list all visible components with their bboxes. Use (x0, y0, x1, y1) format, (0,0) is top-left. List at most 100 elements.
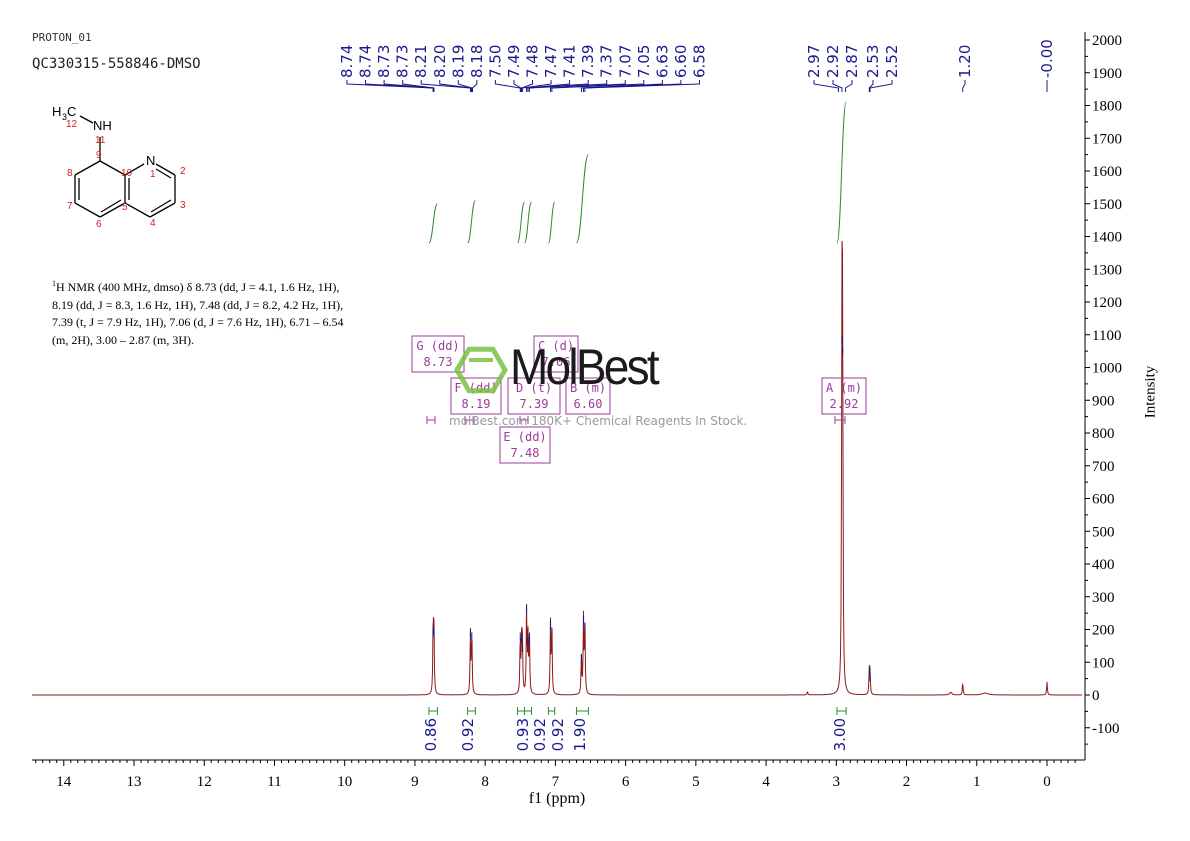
peak-shift-label: 2.53 (864, 45, 882, 78)
peak-leader-line (473, 80, 477, 92)
y-tick-label: 1600 (1092, 164, 1122, 180)
peak-shift-label: 2.52 (883, 45, 901, 78)
peak-shift-label: 2.97 (805, 45, 823, 78)
peak-shift-label: 8.73 (375, 45, 393, 78)
y-tick-label: 300 (1092, 590, 1115, 606)
y-tick-label: 1300 (1092, 262, 1122, 278)
multiplet-id: E (dd) (503, 430, 546, 444)
peak-shift-label: 7.47 (542, 45, 560, 78)
atom-number: 11 (95, 135, 106, 146)
y-tick-label: 1000 (1092, 361, 1122, 377)
y-tick-label: 400 (1092, 557, 1115, 573)
peak-shift-label: 6.60 (672, 45, 690, 78)
peak-shift-label: 8.21 (412, 45, 430, 78)
watermark-tagline: molBest.com 180K+ Chemical Reagents In S… (449, 414, 747, 428)
nmr-description-line-4: (m, 2H), 3.00 – 2.87 (m, 3H). (52, 332, 382, 350)
atom-number: 10 (121, 168, 133, 179)
peak-shift-label: 8.18 (468, 45, 486, 78)
peak-leader-line (814, 80, 838, 92)
y-tick-label: 500 (1092, 524, 1115, 540)
peak-shift-label: 2.92 (824, 45, 842, 78)
atom-number: 2 (180, 166, 186, 177)
y-tick-label: -100 (1092, 721, 1120, 737)
ring-nitrogen-label: N (146, 153, 155, 168)
watermark-brand: MolBest (510, 338, 657, 396)
bond (80, 116, 93, 123)
atom-number: 9 (96, 150, 102, 161)
atom-number: 8 (67, 168, 73, 179)
peak-leader-line (833, 80, 842, 92)
nmr-description-line-1-text: H NMR (400 MHz, dmso) δ 8.73 (dd, J = 4.… (56, 280, 339, 294)
x-tick-label: 8 (481, 774, 489, 790)
sample-id: QC330315-558846-DMSO (32, 56, 201, 72)
x-tick-label: 0 (1043, 774, 1051, 790)
multiplet-id: G (dd) (416, 339, 459, 353)
methyl-h-label: H (52, 104, 61, 119)
peak-shift-label: 8.20 (431, 45, 449, 78)
atom-number: 3 (180, 200, 186, 211)
x-tick-label: 11 (267, 774, 281, 790)
integral-value: 0.92 (549, 718, 567, 751)
multiplet-shift: 2.92 (830, 397, 859, 411)
atom-number: 12 (66, 119, 78, 130)
integral-value: 0.92 (531, 718, 549, 751)
nmr-description: 1H NMR (400 MHz, dmso) δ 8.73 (dd, J = 4… (52, 275, 382, 349)
peak-leader-line (458, 80, 472, 92)
atom-number: 4 (150, 218, 156, 229)
y-tick-label: 200 (1092, 623, 1115, 639)
peak-shift-label: 7.41 (561, 45, 579, 78)
peak-shift-label: 8.74 (338, 45, 356, 78)
methyl-c-label: C (67, 104, 76, 119)
peak-leader-line (366, 80, 434, 92)
y-axis-label: Intensity (1143, 366, 1160, 419)
peak-shift-label: 7.37 (598, 45, 616, 78)
bond (75, 203, 100, 217)
nmr-description-line-3: 7.39 (t, J = 7.9 Hz, 1H), 7.06 (d, J = 7… (52, 314, 382, 332)
multiplet-shift: 6.60 (574, 397, 603, 411)
peak-leader-line (421, 80, 470, 92)
y-tick-label: 0 (1092, 688, 1100, 704)
integral-curve (468, 200, 476, 243)
integral-value: 0.86 (422, 718, 440, 751)
peak-shift-label: 7.05 (635, 45, 653, 78)
multiplet-shift: 8.19 (462, 397, 491, 411)
atom-number: 7 (67, 201, 73, 212)
integral-curve (837, 102, 846, 243)
peak-leader-line (963, 80, 965, 92)
bond (156, 169, 171, 178)
bond (75, 161, 100, 175)
multiplet-shift: 8.73 (424, 355, 453, 369)
y-tick-label: 700 (1092, 459, 1115, 475)
x-tick-label: 5 (692, 774, 700, 790)
y-tick-label: 800 (1092, 426, 1115, 442)
y-tick-label: 1200 (1092, 295, 1122, 311)
y-tick-label: 1100 (1092, 328, 1121, 344)
peak-shift-label: 8.73 (394, 45, 412, 78)
integral-curve (517, 202, 524, 243)
y-tick-label: 1900 (1092, 66, 1122, 82)
y-tick-label: 900 (1092, 393, 1115, 409)
x-tick-label: 3 (833, 774, 841, 790)
nh-label: NH (93, 118, 112, 133)
atom-number: 5 (122, 202, 128, 213)
peak-shift-label: 7.49 (505, 45, 523, 78)
nmr-description-line-1: 1H NMR (400 MHz, dmso) δ 8.73 (dd, J = 4… (52, 275, 382, 297)
x-tick-label: 13 (127, 774, 142, 790)
integral-curve (548, 202, 554, 243)
integral-value: 0.92 (459, 718, 477, 751)
x-tick-label: 2 (903, 774, 911, 790)
x-tick-label: 9 (411, 774, 419, 790)
peak-shift-label: 1.20 (956, 45, 974, 78)
peak-shift-label: 6.58 (690, 45, 708, 78)
bond (125, 203, 150, 217)
peak-shift-label: 8.74 (357, 45, 375, 78)
atom-number: 6 (96, 219, 102, 230)
multiplet-shift: 7.39 (520, 397, 549, 411)
peak-shift-label: 7.39 (579, 45, 597, 78)
y-tick-label: 1500 (1092, 197, 1122, 213)
integral-value: 1.90 (571, 718, 589, 751)
y-tick-label: 1700 (1092, 131, 1122, 147)
multiplet-id: A (m) (826, 381, 862, 395)
x-tick-label: 7 (552, 774, 560, 790)
